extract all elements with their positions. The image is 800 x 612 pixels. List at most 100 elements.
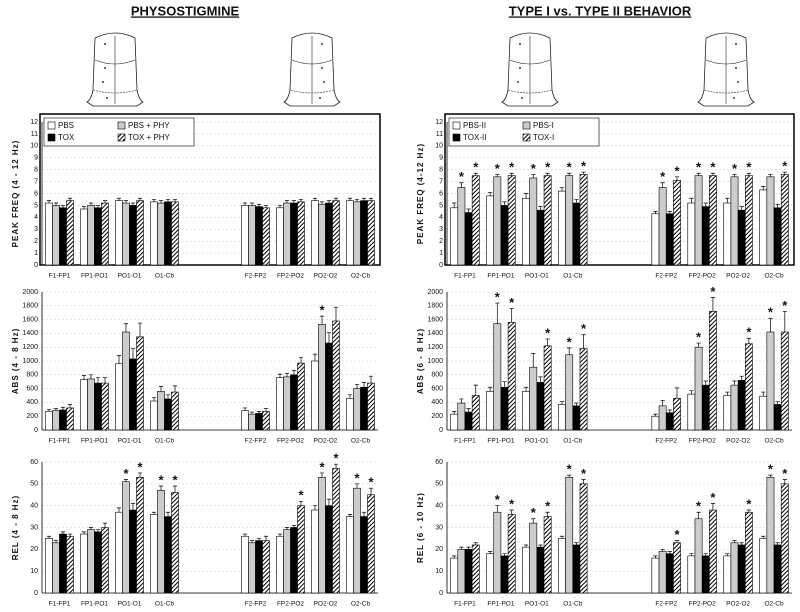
error-bar — [88, 202, 94, 206]
y-tick-label: 200 — [26, 413, 38, 420]
error-bar — [452, 202, 457, 208]
legend-label: TOX + PHY — [128, 133, 171, 142]
y-tick-label: 1200 — [22, 344, 38, 351]
y-tick-label: 1000 — [22, 358, 38, 365]
bar — [129, 205, 137, 266]
significance-star: * — [567, 160, 573, 175]
bar — [52, 410, 60, 431]
error-bar — [509, 509, 514, 515]
bar — [311, 360, 319, 431]
bar — [255, 413, 263, 431]
error-bar — [291, 524, 297, 528]
error-bar — [333, 306, 339, 321]
error-bar — [545, 511, 550, 517]
x-tick-label: FP2-PO2 — [277, 438, 304, 445]
error-bar — [277, 373, 283, 378]
y-tick-label: 600 — [26, 385, 38, 392]
error-bar — [95, 529, 101, 532]
bar — [332, 468, 340, 594]
x-tick-label: F2-FP2 — [655, 601, 677, 608]
error-bar — [291, 200, 297, 204]
error-bar — [46, 535, 52, 539]
y-tick-label: 4 — [34, 214, 38, 221]
error-bar — [116, 507, 122, 513]
error-bar — [242, 407, 248, 411]
significance-star: * — [495, 289, 501, 304]
y-tick-label: 12 — [435, 119, 443, 126]
error-bar — [768, 474, 773, 478]
error-bar — [459, 546, 464, 550]
significance-star: * — [696, 329, 702, 344]
y-tick-label: 1800 — [22, 303, 38, 310]
x-tick-label: F1-FP1 — [49, 601, 71, 608]
error-bar — [653, 555, 658, 559]
significance-star: * — [696, 499, 702, 514]
error-bar — [256, 203, 262, 207]
bar — [500, 555, 509, 594]
x-tick-label: O1-Cb — [155, 438, 175, 445]
significance-star: * — [172, 472, 178, 487]
error-bar — [60, 205, 66, 208]
legend-label: PBS-I — [533, 121, 554, 130]
bar — [367, 200, 375, 266]
error-bar — [88, 374, 94, 379]
bar — [262, 411, 270, 431]
y-tick-label: 9 — [34, 155, 38, 162]
y-axis-label: REL (6 - 10 Hz) — [416, 492, 425, 563]
bar — [507, 322, 516, 431]
y-tick-label: 5 — [439, 202, 443, 209]
y-tick-label: 5 — [34, 202, 38, 209]
x-tick-label: PO1-O1 — [118, 601, 142, 608]
bar — [136, 336, 144, 431]
error-bar — [130, 202, 136, 206]
error-bar — [368, 375, 374, 384]
error-bar — [732, 174, 737, 177]
bar — [276, 377, 284, 431]
x-tick-label: O2-Cb — [764, 438, 784, 445]
bar — [493, 323, 502, 431]
error-bar — [459, 398, 464, 404]
bar — [325, 505, 333, 594]
bar — [101, 382, 109, 431]
x-tick-label: F2-FP2 — [245, 438, 267, 445]
error-bar — [242, 533, 248, 537]
error-bar — [473, 384, 478, 396]
bar — [457, 549, 466, 594]
bar — [367, 494, 375, 594]
error-bar — [653, 211, 658, 214]
error-bar — [263, 408, 269, 412]
x-tick-label: PO2-O2 — [314, 273, 338, 280]
bar — [536, 209, 545, 266]
y-tick-label: 3 — [439, 226, 443, 233]
error-bar — [284, 373, 290, 377]
error-bar — [333, 463, 339, 469]
y-tick-label: 1800 — [427, 303, 443, 310]
error-bar — [523, 544, 529, 548]
error-bar — [158, 485, 164, 491]
error-bar — [703, 553, 708, 556]
error-bar — [703, 202, 708, 207]
legend-swatch — [522, 133, 531, 142]
error-bar — [710, 172, 716, 176]
bar — [318, 203, 326, 266]
error-bar — [509, 308, 514, 323]
bar — [122, 481, 130, 594]
y-axis-label: ABS (6 - 8 Hz) — [416, 328, 425, 394]
x-tick-label: O2-Cb — [351, 601, 371, 608]
y-tick-label: 3 — [34, 226, 38, 233]
x-tick-label: F1-FP1 — [49, 273, 71, 280]
y-tick-label: 12 — [30, 119, 38, 126]
bar — [572, 405, 581, 431]
error-bar — [256, 411, 262, 414]
bar — [673, 542, 681, 594]
bar — [122, 331, 130, 431]
error-bar — [137, 322, 143, 337]
bar — [129, 358, 137, 431]
bar — [122, 202, 130, 266]
bar — [115, 511, 123, 594]
bar — [579, 174, 588, 266]
y-tick-label: 50 — [435, 481, 443, 488]
bar — [346, 397, 354, 431]
error-bar — [123, 200, 129, 204]
x-tick-label: PO2-O2 — [726, 438, 750, 445]
